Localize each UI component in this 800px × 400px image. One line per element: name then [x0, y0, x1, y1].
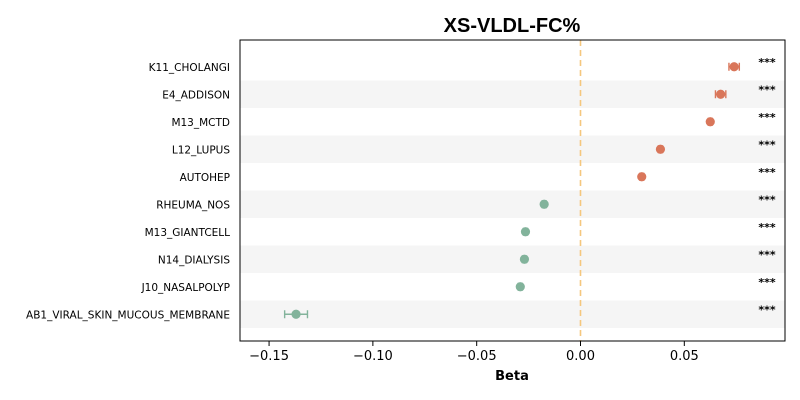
category-label: M13_MCTD	[171, 117, 230, 129]
chart-title: XS-VLDL-FC%	[444, 15, 581, 37]
category-label: AB1_VIRAL_SKIN_MUCOUS_MEMBRANE	[26, 309, 230, 321]
data-point	[519, 254, 530, 264]
significance-label: ***	[758, 166, 776, 179]
row-shade	[240, 190, 785, 218]
category-label: J10_NASALPOLYP	[141, 282, 230, 294]
x-tick-label: −0.05	[457, 349, 497, 364]
significance-label: ***	[758, 193, 776, 206]
x-tick-label: −0.15	[249, 349, 289, 364]
x-tick-label: 0.05	[670, 349, 699, 364]
data-point	[716, 89, 726, 99]
category-label: M13_GIANTCELL	[145, 227, 231, 239]
x-tick-label: −0.10	[353, 349, 393, 364]
row-shading	[240, 80, 785, 328]
category-labels: K11_CHOLANGI E4_ADDISON M13_MCTD L12_LUPUS A…	[26, 62, 230, 322]
category-label: AUTOHEP	[180, 172, 230, 184]
significance-label: ***	[758, 138, 776, 151]
data-marks	[283, 62, 741, 319]
row-shade	[240, 135, 785, 163]
data-point	[705, 117, 715, 127]
significance-label: ***	[758, 248, 776, 261]
significance-label: ***	[758, 221, 776, 234]
data-point	[655, 144, 666, 154]
category-label: RHEUMA_NOS	[156, 199, 230, 211]
category-label: E4_ADDISON	[162, 89, 230, 101]
x-axis-label: Beta	[495, 369, 529, 384]
significance-label: ***	[758, 83, 776, 96]
row-shade	[240, 300, 785, 328]
significance-label: ***	[758, 276, 776, 289]
significance-label: ***	[758, 111, 776, 124]
data-point	[637, 172, 647, 182]
significance-label: ***	[758, 303, 776, 316]
plot-frame	[239, 39, 786, 342]
data-point	[291, 309, 301, 319]
category-label: K11_CHOLANGI	[149, 62, 230, 74]
category-label: L12_LUPUS	[172, 144, 230, 156]
data-point	[539, 199, 549, 209]
row-shade	[240, 80, 785, 108]
significance-label: ***	[758, 56, 776, 69]
x-axis: −0.15 −0.10 −0.05 0.00 0.05	[249, 341, 699, 364]
significance-labels: *** *** *** *** *** *** *** *** *** ***	[758, 56, 776, 317]
data-point	[515, 282, 525, 292]
x-tick-label: 0.00	[566, 349, 595, 364]
row-shade	[240, 245, 785, 273]
category-label: N14_DIALYSIS	[158, 254, 230, 266]
data-point	[729, 62, 739, 72]
data-point	[520, 227, 531, 237]
